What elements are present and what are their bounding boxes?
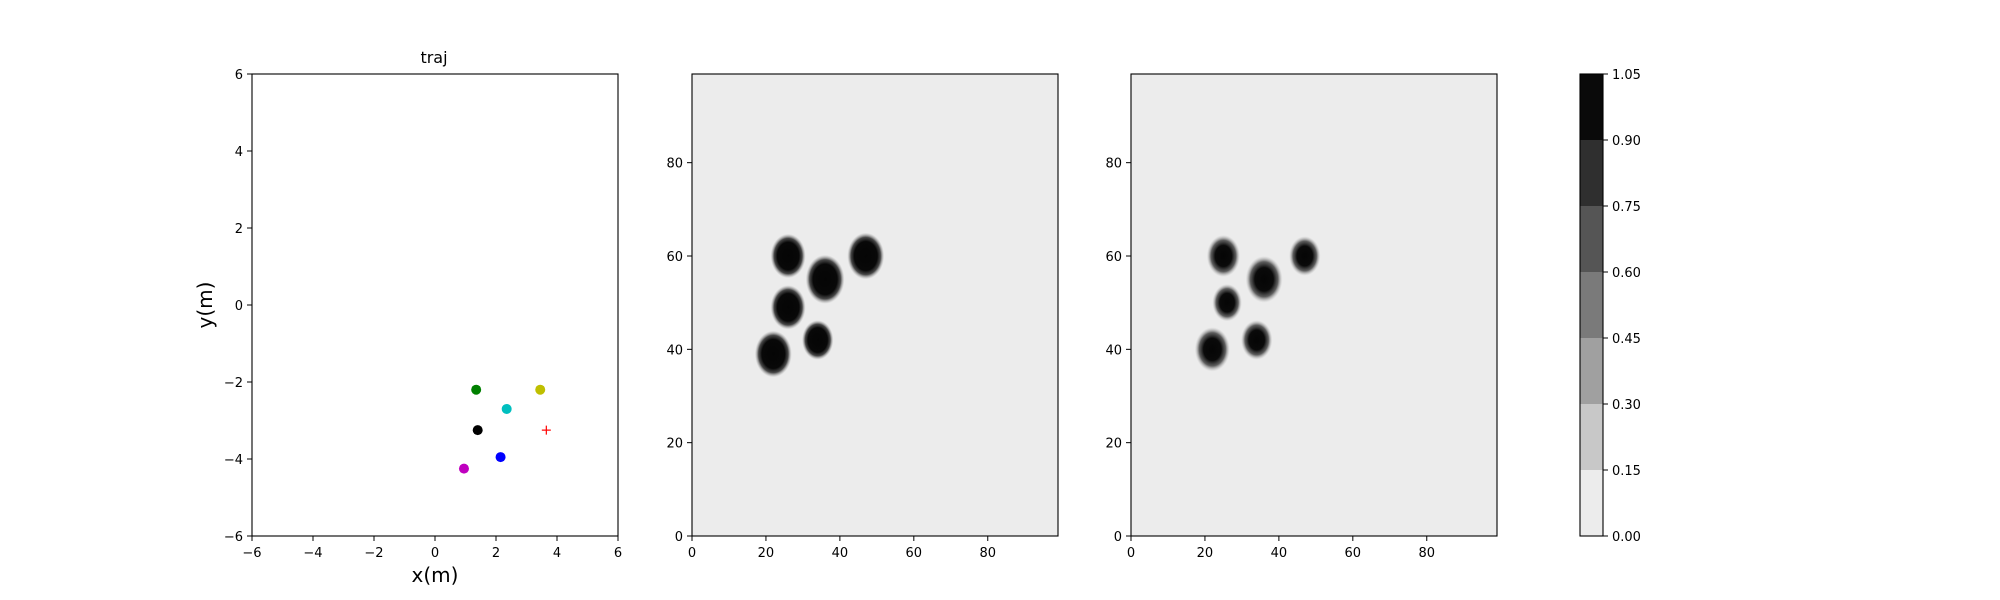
map-2-blobs xyxy=(1194,235,1321,372)
map-1-xtick-label: 0 xyxy=(688,546,696,561)
map-2-xtick-label: 0 xyxy=(1127,546,1135,561)
map-1-blobs xyxy=(754,232,885,378)
map-2-ytick-label: 20 xyxy=(1105,437,1122,452)
map-1-xtick-label: 80 xyxy=(979,546,996,561)
colorbar-band xyxy=(1580,140,1603,206)
map-1-ytick-label: 60 xyxy=(666,250,683,265)
map-1-ticks: 0 20 40 60 80 0 20 40 60 80 xyxy=(666,157,996,561)
colorbar-frame xyxy=(1579,73,1604,537)
traj-xtick-label: 4 xyxy=(553,546,561,561)
map-1-ytick-label: 0 xyxy=(675,530,683,545)
colorbar-tick-label: 0.45 xyxy=(1612,332,1641,347)
map-1-ytick-label: 20 xyxy=(666,437,683,452)
map-2-ytick-label: 0 xyxy=(1114,530,1122,545)
colorbar-tick-label: 0.00 xyxy=(1612,530,1641,545)
map-2-blob xyxy=(1206,235,1241,277)
traj-xlabel: x(m) xyxy=(412,563,459,587)
colorbar-tick-label: 0.75 xyxy=(1612,200,1641,215)
map-1-blob xyxy=(770,233,806,279)
traj-ticks: −6 −4 −2 0 2 4 6 −6 −4 −2 0 2 4 6 xyxy=(224,68,622,561)
colorbar: 0.00 0.15 0.30 0.45 0.60 0.75 0.90 1.05 xyxy=(1579,68,1641,545)
colorbar-band xyxy=(1580,272,1603,338)
traj-xtick-label: −4 xyxy=(303,546,322,561)
map-1-ytick-label: 40 xyxy=(666,343,683,358)
traj-ytick-label: 4 xyxy=(235,145,243,160)
map-panel-2: 0 20 40 60 80 0 20 40 60 80 xyxy=(1105,73,1498,561)
map-2-ticks: 0 20 40 60 80 0 20 40 60 80 xyxy=(1105,157,1435,561)
map-2-ytick-label: 40 xyxy=(1105,343,1122,358)
map-2-background xyxy=(1131,74,1497,536)
map-2-blob xyxy=(1240,320,1273,360)
traj-axes-frame xyxy=(251,73,619,537)
colorbar-tick-label: 0.60 xyxy=(1612,266,1641,281)
map-1-xtick-label: 60 xyxy=(906,546,923,561)
traj-ytick-label: −2 xyxy=(224,376,243,391)
colorbar-bands xyxy=(1580,74,1603,536)
colorbar-tick-label: 0.15 xyxy=(1612,464,1641,479)
traj-points xyxy=(458,384,551,474)
colorbar-band xyxy=(1580,74,1603,140)
map-2-blob xyxy=(1289,236,1321,276)
traj-title: traj xyxy=(420,48,447,67)
map-2-ytick-label: 80 xyxy=(1105,157,1122,172)
colorbar-tick-label: 1.05 xyxy=(1612,68,1641,83)
traj-point xyxy=(535,384,546,395)
map-1-blob xyxy=(847,232,885,280)
map-2-blob xyxy=(1212,284,1242,322)
map-1-xtick-label: 20 xyxy=(758,546,775,561)
traj-point xyxy=(458,463,469,474)
traj-xtick-label: 6 xyxy=(614,546,622,561)
map-2-xtick-label: 40 xyxy=(1271,546,1288,561)
map-1-background xyxy=(692,74,1058,536)
traj-xtick-label: −6 xyxy=(242,546,261,561)
colorbar-tick-label: 0.30 xyxy=(1612,398,1641,413)
map-2-xtick-label: 80 xyxy=(1418,546,1435,561)
traj-ytick-label: 0 xyxy=(235,299,243,314)
traj-goal-marker xyxy=(541,425,551,435)
map-1-axes-frame xyxy=(691,73,1059,537)
colorbar-tick-label: 0.90 xyxy=(1612,134,1641,149)
map-1-blob xyxy=(754,330,792,378)
map-2-xtick-label: 60 xyxy=(1345,546,1362,561)
map-2-ytick-label: 60 xyxy=(1105,250,1122,265)
map-2-blob xyxy=(1245,256,1283,303)
traj-point xyxy=(495,452,506,463)
map-1-blob xyxy=(770,285,806,330)
map-2-axes-frame xyxy=(1130,73,1498,537)
map-1-ytick-label: 80 xyxy=(666,157,683,172)
map-2-blob xyxy=(1194,327,1230,372)
colorbar-band xyxy=(1580,206,1603,272)
traj-ylabel: y(m) xyxy=(193,282,217,329)
colorbar-ticks: 0.00 0.15 0.30 0.45 0.60 0.75 0.90 1.05 xyxy=(1603,68,1641,545)
map-2-xtick-label: 20 xyxy=(1197,546,1214,561)
traj-ytick-label: 6 xyxy=(235,68,243,83)
traj-point xyxy=(471,384,482,395)
map-panel-1: 0 20 40 60 80 0 20 40 60 80 xyxy=(666,73,1059,561)
traj-point xyxy=(472,425,483,436)
map-1-xtick-label: 40 xyxy=(832,546,849,561)
traj-xtick-label: 2 xyxy=(492,546,500,561)
colorbar-band xyxy=(1580,470,1603,536)
colorbar-band xyxy=(1580,338,1603,404)
colorbar-band xyxy=(1580,404,1603,470)
traj-xtick-label: −2 xyxy=(364,546,383,561)
traj-ytick-label: 2 xyxy=(235,222,243,237)
map-1-blob xyxy=(801,320,834,360)
map-1-blob xyxy=(805,254,845,304)
traj-xtick-label: 0 xyxy=(431,546,439,561)
traj-point xyxy=(501,403,512,414)
traj-ytick-label: −4 xyxy=(224,453,243,468)
traj-ytick-label: −6 xyxy=(224,530,243,545)
traj-panel: traj −6 −4 −2 0 2 4 6 −6 −4 −2 0 2 4 6 x(m) y(m) xyxy=(193,48,622,587)
